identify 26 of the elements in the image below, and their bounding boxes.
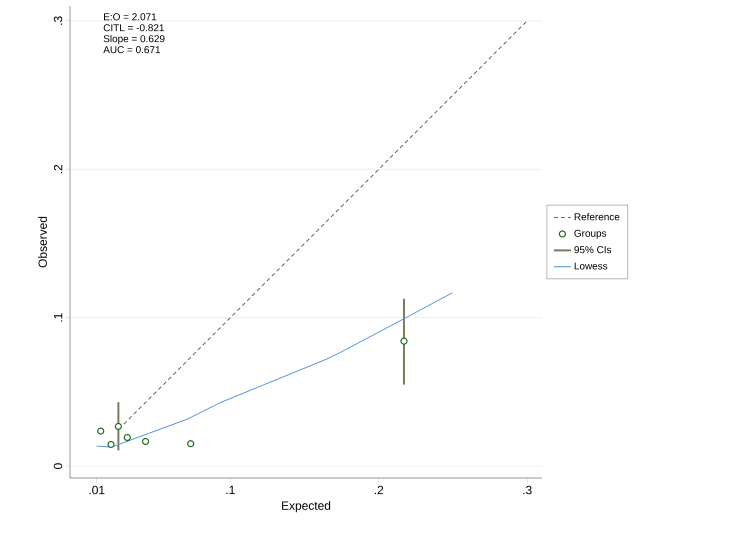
x-tick-label: .1 <box>226 486 235 494</box>
legend-label: Groups <box>574 230 606 239</box>
y-tick-label: .2 <box>54 164 62 174</box>
point <box>142 438 150 446</box>
y-axis-title: Observed <box>38 216 47 268</box>
annotation: CITL = -0.821 <box>104 24 164 32</box>
y-tick-label: .3 <box>54 16 62 25</box>
y-tick-label: 0 <box>54 463 62 469</box>
point <box>97 428 104 435</box>
legend-label: Lowess <box>574 262 608 270</box>
annotation: Slope = 0.629 <box>104 34 165 44</box>
x-tick-label: .3 <box>523 486 532 494</box>
point <box>400 338 408 345</box>
point <box>114 422 122 430</box>
annotation: E:O = 2.071 <box>104 13 156 20</box>
line-series <box>96 292 453 448</box>
x-axis-title: Expected <box>282 501 330 512</box>
point <box>187 440 194 448</box>
legend-label: 95% CIs <box>574 246 612 254</box>
y-tick-label: .1 <box>54 313 62 322</box>
point <box>107 440 115 448</box>
x-tick-label: .01 <box>90 486 104 494</box>
point <box>124 434 131 442</box>
legend-label: Reference <box>574 213 620 220</box>
x-tick-label: .2 <box>374 486 384 494</box>
annotation: AUC = 0.671 <box>103 46 160 54</box>
